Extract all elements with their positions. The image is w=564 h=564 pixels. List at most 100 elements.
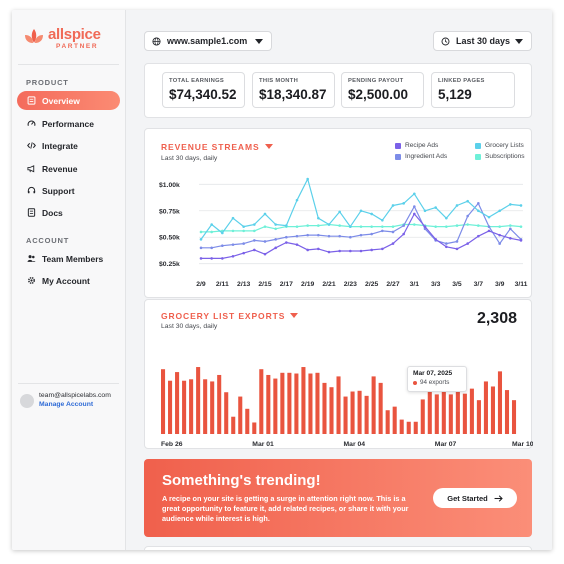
bar bbox=[378, 382, 383, 434]
sidebar-item-integrate[interactable]: Integrate bbox=[17, 136, 120, 155]
legend-swatch bbox=[475, 142, 481, 149]
legend-item: Ingredient Ads bbox=[395, 153, 447, 160]
data-point bbox=[274, 246, 277, 250]
stat-value: 5,129 bbox=[438, 87, 472, 102]
x-tick-label: 3/11 bbox=[515, 281, 528, 288]
data-point bbox=[263, 225, 267, 228]
sidebar-item-support[interactable]: Support bbox=[17, 181, 120, 200]
data-point bbox=[338, 249, 341, 253]
data-point bbox=[455, 204, 459, 207]
bar bbox=[476, 400, 481, 434]
x-tick-label: 2/9 bbox=[196, 281, 206, 288]
data-point bbox=[402, 202, 405, 205]
sidebar-item-performance[interactable]: Performance bbox=[17, 114, 120, 133]
bar bbox=[434, 394, 439, 434]
revenue-line-chart: $0.25k $0.50k $0.75k $1.00k 2/9 2/11 2/13 2/15 2… bbox=[159, 177, 528, 288]
bar bbox=[287, 372, 292, 434]
data-point bbox=[242, 251, 245, 255]
legend-label: Grocery Lists bbox=[485, 142, 524, 149]
chevron-down-icon bbox=[515, 39, 523, 44]
bar bbox=[497, 371, 503, 434]
data-point bbox=[498, 225, 501, 228]
sidebar-item-docs[interactable]: Docs bbox=[17, 203, 120, 222]
x-tick-label: 2/17 bbox=[280, 281, 293, 288]
data-point bbox=[199, 238, 203, 241]
arrow-right-icon bbox=[494, 494, 503, 502]
data-point bbox=[338, 224, 341, 227]
grocery-title-text: GROCERY LIST EXPORTS bbox=[161, 311, 286, 321]
data-point bbox=[349, 249, 352, 253]
grocery-subtitle: Last 30 days, daily bbox=[161, 323, 218, 330]
grocery-bar-chart: Feb 26 Mar 01 Mar 04 Mar 07 Mar 10 bbox=[161, 367, 533, 448]
sidebar-item-my-account[interactable]: My Account bbox=[17, 271, 120, 290]
trending-banner: Something's trending! A recipe on your s… bbox=[144, 459, 532, 537]
data-point bbox=[359, 225, 363, 228]
data-point bbox=[381, 225, 384, 228]
brand-logo[interactable]: allspice PARTNER bbox=[22, 26, 122, 66]
data-point bbox=[370, 248, 373, 252]
data-point bbox=[487, 215, 491, 219]
bar bbox=[182, 380, 187, 434]
site-select-value: www.sample1.com bbox=[167, 36, 248, 46]
bar bbox=[504, 390, 510, 434]
x-tick-label: 3/5 bbox=[452, 281, 462, 288]
date-range-value: Last 30 days bbox=[456, 36, 511, 46]
data-point bbox=[231, 254, 235, 258]
data-point bbox=[327, 250, 331, 254]
bar bbox=[322, 382, 327, 434]
data-point bbox=[413, 205, 416, 208]
revenue-title[interactable]: REVENUE STREAMS bbox=[161, 142, 273, 152]
sidebar-item-label: Support bbox=[42, 185, 75, 196]
bar bbox=[294, 373, 299, 434]
x-tick-label: 2/27 bbox=[386, 281, 399, 288]
data-point bbox=[455, 224, 459, 227]
sidebar-item-team-members[interactable]: Team Members bbox=[17, 249, 120, 268]
sidebar-item-overview[interactable]: Overview bbox=[17, 91, 120, 110]
revenue-subtitle: Last 30 days, daily bbox=[161, 155, 218, 162]
bar bbox=[420, 399, 425, 434]
x-tick-label: 2/13 bbox=[237, 281, 250, 288]
avatar[interactable] bbox=[20, 394, 34, 408]
bar bbox=[483, 381, 488, 434]
data-point bbox=[295, 225, 299, 228]
gauge-icon bbox=[27, 119, 36, 128]
chart-tooltip: Mar 07, 2025 94 exports bbox=[407, 366, 467, 392]
data-point bbox=[242, 225, 245, 228]
bar bbox=[308, 373, 313, 434]
sidebar-item-revenue[interactable]: Revenue bbox=[17, 159, 120, 178]
bar bbox=[462, 393, 467, 434]
stat-value: $18,340.87 bbox=[259, 87, 327, 102]
data-point bbox=[477, 202, 480, 205]
data-point bbox=[413, 212, 416, 216]
sidebar-divider bbox=[18, 383, 119, 384]
data-point bbox=[231, 243, 235, 246]
site-select[interactable]: www.sample1.com bbox=[144, 31, 272, 51]
bar bbox=[336, 376, 341, 434]
data-point bbox=[210, 230, 213, 234]
bar bbox=[427, 388, 432, 434]
data-point bbox=[466, 214, 469, 218]
x-tick-label: 3/3 bbox=[431, 281, 441, 288]
date-range-select[interactable]: Last 30 days bbox=[433, 31, 532, 51]
data-point bbox=[509, 236, 512, 240]
grocery-exports-card: GROCERY LIST EXPORTS Last 30 days, daily… bbox=[144, 299, 533, 449]
legend-label: Ingredient Ads bbox=[405, 153, 448, 160]
bar bbox=[273, 378, 278, 434]
stat-total-earnings: TOTAL EARNINGS $74,340.52 bbox=[162, 72, 245, 108]
manage-account-link[interactable]: Manage Account bbox=[39, 401, 94, 408]
history-icon bbox=[441, 37, 450, 45]
bar bbox=[196, 367, 201, 434]
data-point bbox=[509, 224, 512, 227]
bar bbox=[490, 386, 495, 434]
data-point bbox=[413, 192, 416, 196]
data-point bbox=[253, 229, 256, 233]
bar bbox=[448, 394, 453, 434]
get-started-button[interactable]: Get Started bbox=[433, 488, 517, 508]
data-point bbox=[263, 212, 267, 216]
data-point bbox=[274, 227, 277, 231]
brand-subtitle: PARTNER bbox=[56, 43, 99, 50]
bar bbox=[161, 369, 166, 434]
data-point bbox=[370, 212, 373, 216]
grocery-title[interactable]: GROCERY LIST EXPORTS bbox=[161, 311, 299, 321]
y-tick-label: $0.25k bbox=[159, 261, 180, 268]
